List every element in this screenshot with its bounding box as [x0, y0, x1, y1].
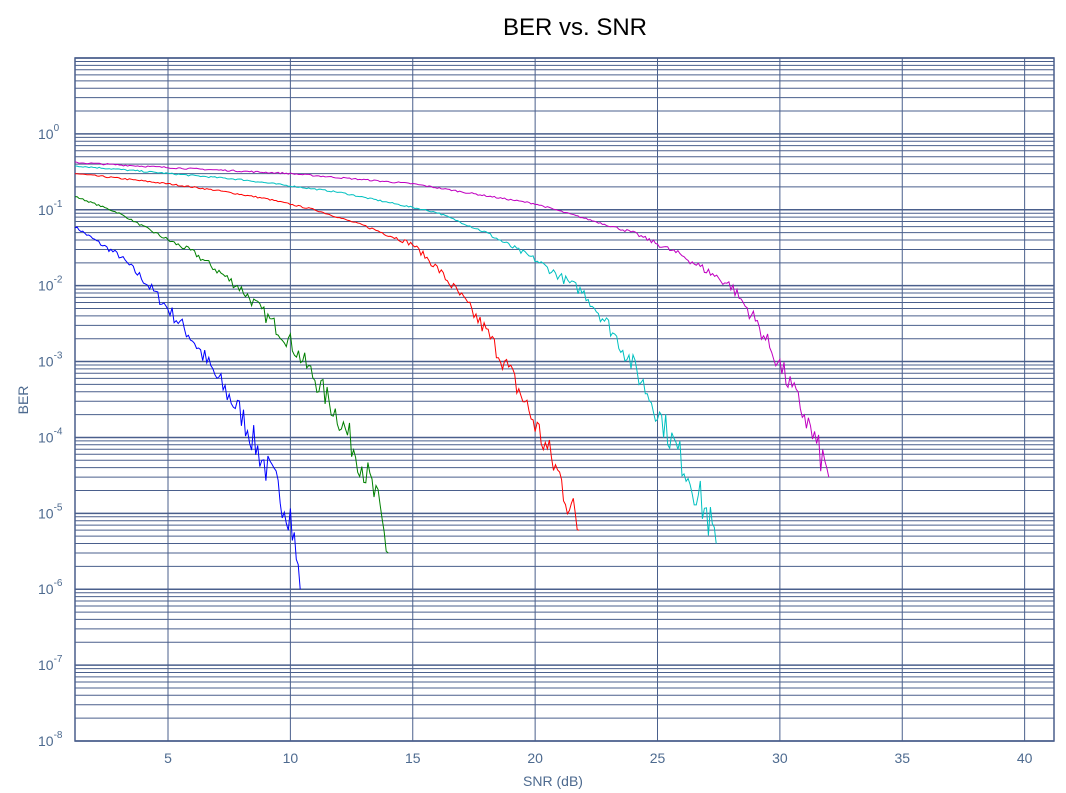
series-line-1 [74, 226, 301, 590]
data-series-group [74, 161, 830, 590]
series-line-5 [74, 161, 830, 478]
y-axis-label: BER [15, 386, 31, 415]
y-tick-labels: 100 10-1 10-2 10-3 10-4 10-5 10-6 10-7 10-8 [38, 123, 63, 749]
x-tick-label: 40 [1017, 750, 1033, 766]
y-tick-label: 10-5 [38, 502, 63, 521]
series-line-3 [74, 173, 580, 531]
chart-title: BER vs. SNR [502, 14, 648, 41]
y-tick-label: 10-8 [38, 730, 63, 749]
x-tick-labels: 5 10 15 20 25 30 35 40 [164, 750, 1033, 766]
x-tick-label: 10 [283, 750, 299, 766]
y-tick-label: 10-1 [38, 199, 63, 218]
plot-frame [74, 57, 1055, 742]
y-tick-label: 10-3 [38, 351, 63, 370]
y-tick-label: 10-6 [38, 578, 63, 597]
y-tick-label: 10-7 [38, 654, 63, 673]
x-tick-label: 15 [405, 750, 421, 766]
y-tick-label: 10-2 [38, 275, 63, 294]
x-tick-label: 25 [650, 750, 666, 766]
x-tick-label: 30 [772, 750, 788, 766]
series-line-4 [74, 165, 717, 544]
y-tick-label: 10-4 [38, 426, 63, 445]
y-tick-label: 100 [38, 123, 60, 142]
x-tick-label: 35 [894, 750, 910, 766]
grid-major-lines [74, 57, 1055, 742]
series-line-2 [74, 196, 389, 554]
x-tick-label: 5 [164, 750, 172, 766]
grid-minor-lines [75, 60, 1054, 719]
x-axis-label: SNR (dB) [523, 773, 583, 789]
x-tick-label: 20 [527, 750, 543, 766]
